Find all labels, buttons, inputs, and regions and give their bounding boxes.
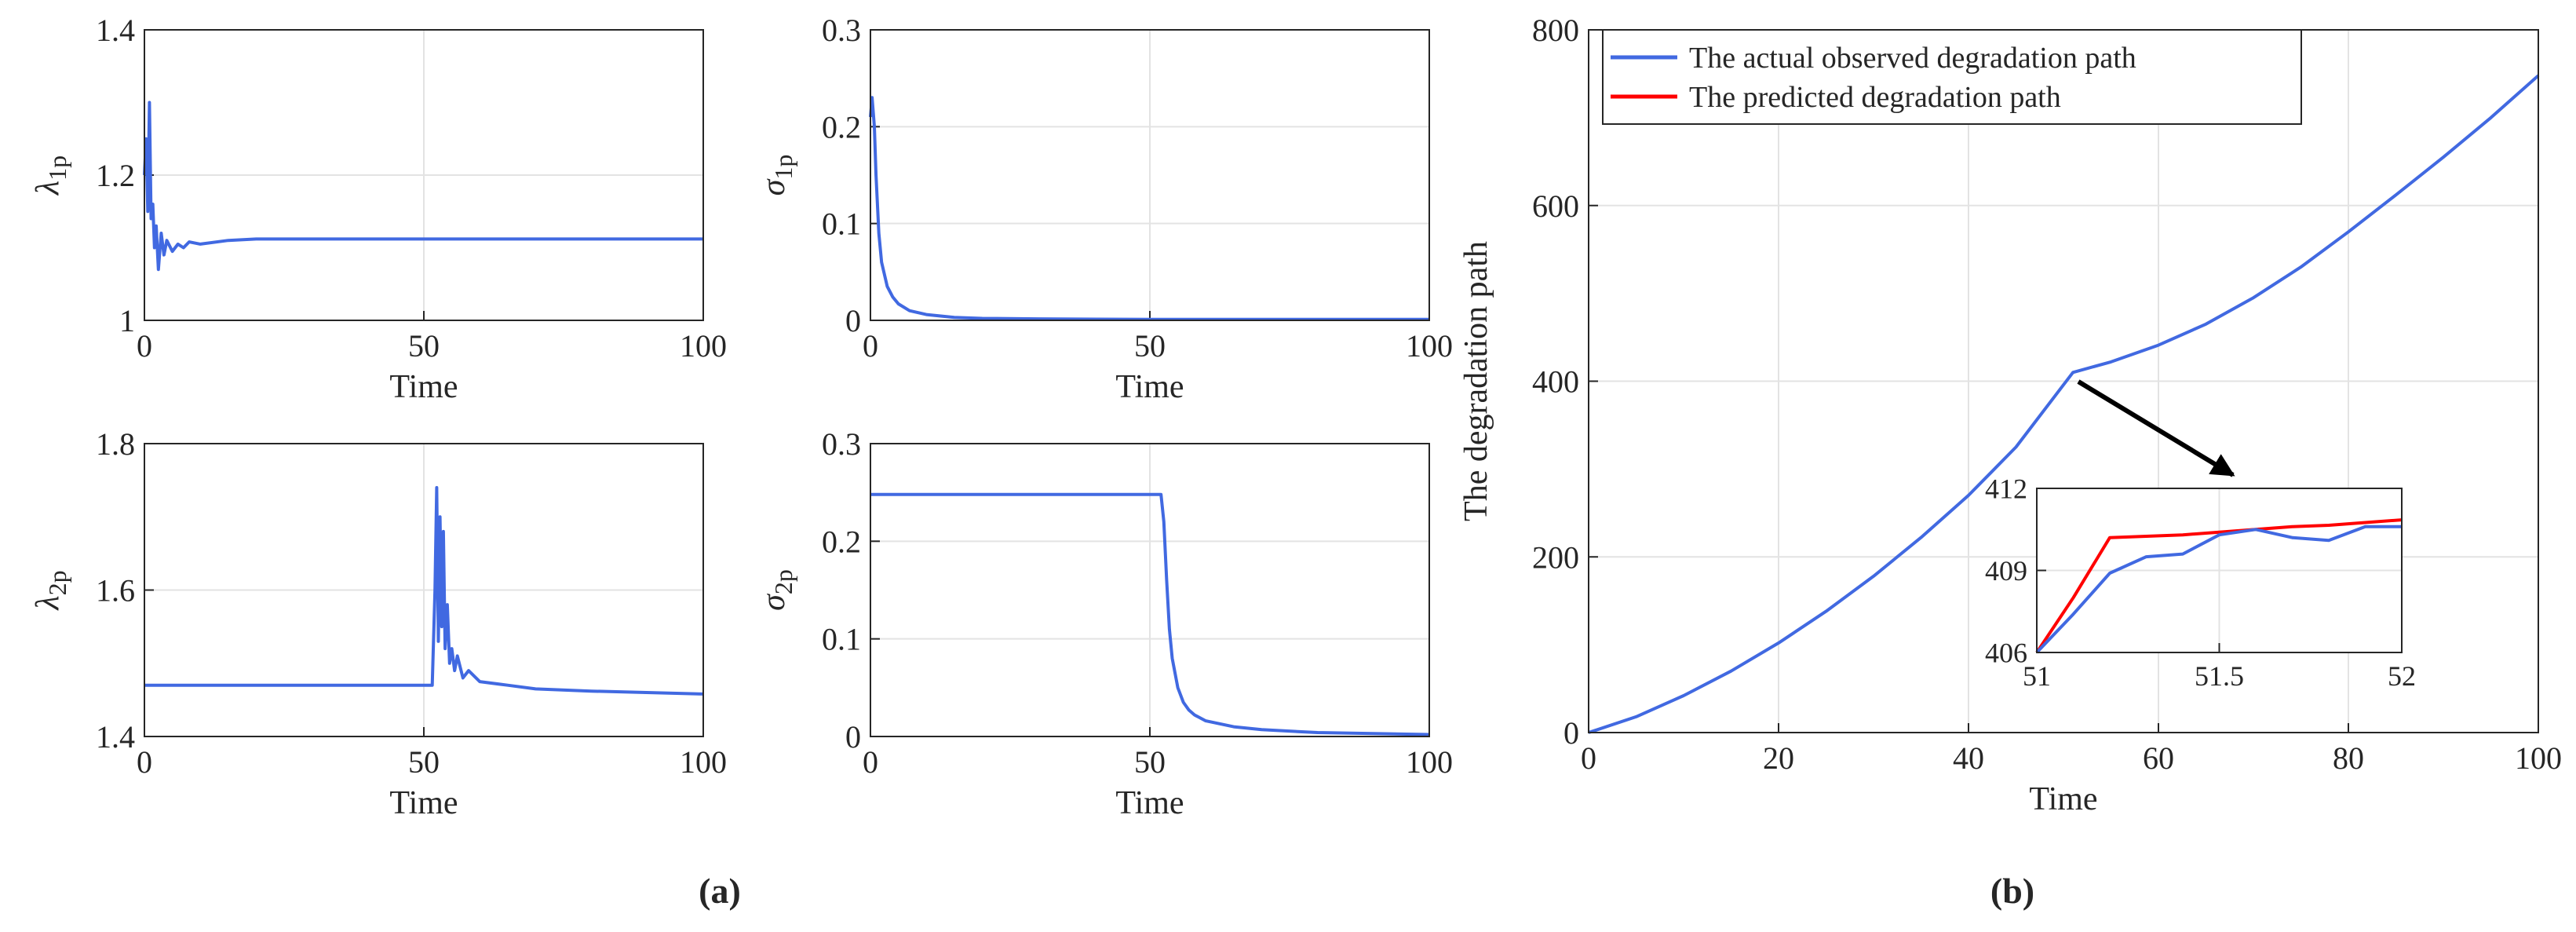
x-tick-label: 51.5 bbox=[2195, 660, 2244, 692]
y-tick-label: 1.2 bbox=[96, 158, 135, 193]
y-tick-label: 0 bbox=[845, 303, 861, 338]
x-tick-label: 50 bbox=[1134, 328, 1166, 364]
x-tick-label: 40 bbox=[1953, 740, 1984, 776]
data-line bbox=[869, 96, 1429, 321]
caption: (a) bbox=[699, 871, 741, 911]
x-axis-label: Time bbox=[389, 369, 458, 405]
legend-label: The actual observed degradation path bbox=[1689, 42, 2136, 75]
y-tick-label: 400 bbox=[1532, 364, 1579, 400]
legend-label: The predicted degradation path bbox=[1689, 81, 2061, 114]
x-axis-label: Time bbox=[389, 785, 458, 821]
y-axis-label: The degradation path bbox=[1458, 241, 1494, 521]
x-tick-label: 50 bbox=[1134, 744, 1166, 780]
caption: (b) bbox=[1990, 871, 2034, 911]
x-tick-label: 0 bbox=[863, 744, 878, 780]
y-axis-subscript: 1p bbox=[43, 155, 71, 181]
axes-box bbox=[144, 29, 704, 321]
y-axis-subscript: 2p bbox=[769, 569, 797, 594]
y-axis-label: σ2p bbox=[756, 569, 797, 611]
y-tick-label: 0.2 bbox=[822, 524, 861, 559]
x-tick-label: 100 bbox=[680, 744, 727, 780]
axes-box bbox=[870, 29, 1430, 321]
y-axis-symbol: λ bbox=[30, 181, 66, 196]
y-tick-label: 1 bbox=[119, 303, 135, 338]
data-line bbox=[2035, 518, 2403, 654]
x-tick-label: 60 bbox=[2143, 740, 2174, 776]
x-tick-label: 80 bbox=[2333, 740, 2364, 776]
y-axis-label: λ1p bbox=[30, 155, 71, 196]
x-tick-label: 0 bbox=[137, 744, 152, 780]
y-tick-label: 1.4 bbox=[96, 13, 135, 48]
data-line bbox=[2035, 524, 2402, 654]
y-axis-symbol: σ bbox=[756, 593, 792, 611]
data-line bbox=[143, 101, 703, 272]
y-axis-subscript: 1p bbox=[769, 155, 797, 180]
y-axis-symbol: λ bbox=[30, 595, 66, 611]
axes-box bbox=[2036, 488, 2403, 653]
y-tick-label: 200 bbox=[1532, 539, 1579, 575]
x-axis-label: Time bbox=[1115, 785, 1184, 821]
y-axis-label: σ1p bbox=[756, 155, 797, 196]
legend-box bbox=[1602, 29, 2302, 125]
axes-box bbox=[870, 443, 1430, 737]
y-tick-label: 1.6 bbox=[96, 573, 135, 609]
x-tick-label: 51 bbox=[2023, 660, 2051, 692]
y-tick-label: 409 bbox=[1985, 555, 2027, 587]
y-axis-symbol: The degradation path bbox=[1458, 241, 1494, 521]
y-tick-label: 1.8 bbox=[96, 426, 135, 462]
y-tick-label: 406 bbox=[1985, 638, 2027, 669]
y-axis-subscript: 2p bbox=[43, 570, 71, 595]
y-tick-label: 0.2 bbox=[822, 109, 861, 144]
y-tick-label: 800 bbox=[1532, 13, 1579, 48]
x-tick-label: 100 bbox=[1406, 328, 1453, 364]
x-tick-label: 20 bbox=[1763, 740, 1794, 776]
x-axis-label: Time bbox=[2029, 781, 2097, 817]
y-tick-label: 0 bbox=[845, 719, 861, 755]
y-tick-label: 600 bbox=[1532, 188, 1579, 224]
x-tick-label: 0 bbox=[137, 328, 152, 364]
y-tick-label: 1.4 bbox=[96, 719, 135, 755]
y-axis-symbol: σ bbox=[756, 177, 792, 196]
y-tick-label: 0.1 bbox=[822, 207, 861, 242]
x-tick-label: 100 bbox=[1406, 744, 1453, 780]
x-tick-label: 0 bbox=[1581, 740, 1596, 776]
x-tick-label: 50 bbox=[408, 744, 440, 780]
x-tick-label: 52 bbox=[2388, 660, 2416, 692]
data-line bbox=[144, 486, 704, 696]
y-tick-label: 412 bbox=[1985, 473, 2027, 505]
y-tick-label: 0.3 bbox=[822, 13, 861, 48]
y-axis-label: λ2p bbox=[30, 570, 71, 611]
y-tick-label: 0.3 bbox=[822, 426, 861, 462]
zoom-arrow bbox=[2077, 379, 2235, 477]
y-tick-label: 0.1 bbox=[822, 622, 861, 657]
x-tick-label: 100 bbox=[680, 328, 727, 364]
data-line bbox=[870, 492, 1430, 736]
x-tick-label: 50 bbox=[408, 328, 440, 364]
y-tick-label: 0 bbox=[1563, 715, 1579, 751]
data-line bbox=[1588, 74, 2540, 734]
x-axis-label: Time bbox=[1115, 369, 1184, 405]
x-tick-label: 100 bbox=[2515, 740, 2562, 776]
axes-box bbox=[144, 443, 704, 737]
x-tick-label: 0 bbox=[863, 328, 878, 364]
